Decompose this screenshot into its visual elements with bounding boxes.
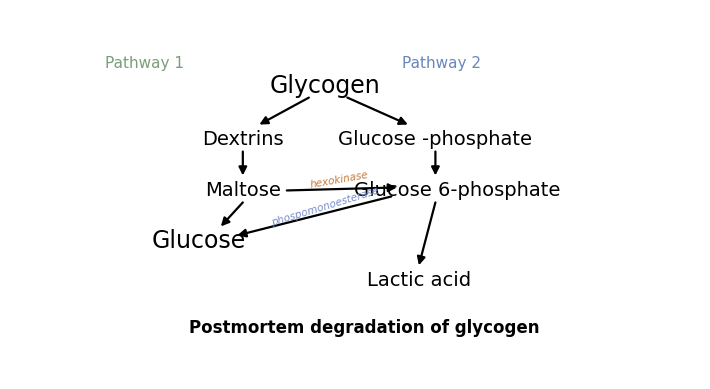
- Text: Glucose -phosphate: Glucose -phosphate: [339, 130, 532, 149]
- Text: Dextrins: Dextrins: [202, 130, 283, 149]
- Text: hexokinase: hexokinase: [309, 170, 369, 190]
- Text: Glucose 6-phosphate: Glucose 6-phosphate: [354, 181, 561, 200]
- Text: Postmortem degradation of glycogen: Postmortem degradation of glycogen: [189, 319, 539, 337]
- Text: Maltose: Maltose: [205, 181, 280, 200]
- Text: phospomonoesterase: phospomonoesterase: [271, 186, 381, 228]
- Text: Glucose: Glucose: [152, 230, 246, 253]
- Text: Pathway 2: Pathway 2: [403, 56, 481, 71]
- Text: Glycogen: Glycogen: [270, 74, 381, 98]
- Text: Lactic acid: Lactic acid: [367, 271, 471, 290]
- Text: Pathway 1: Pathway 1: [105, 56, 185, 71]
